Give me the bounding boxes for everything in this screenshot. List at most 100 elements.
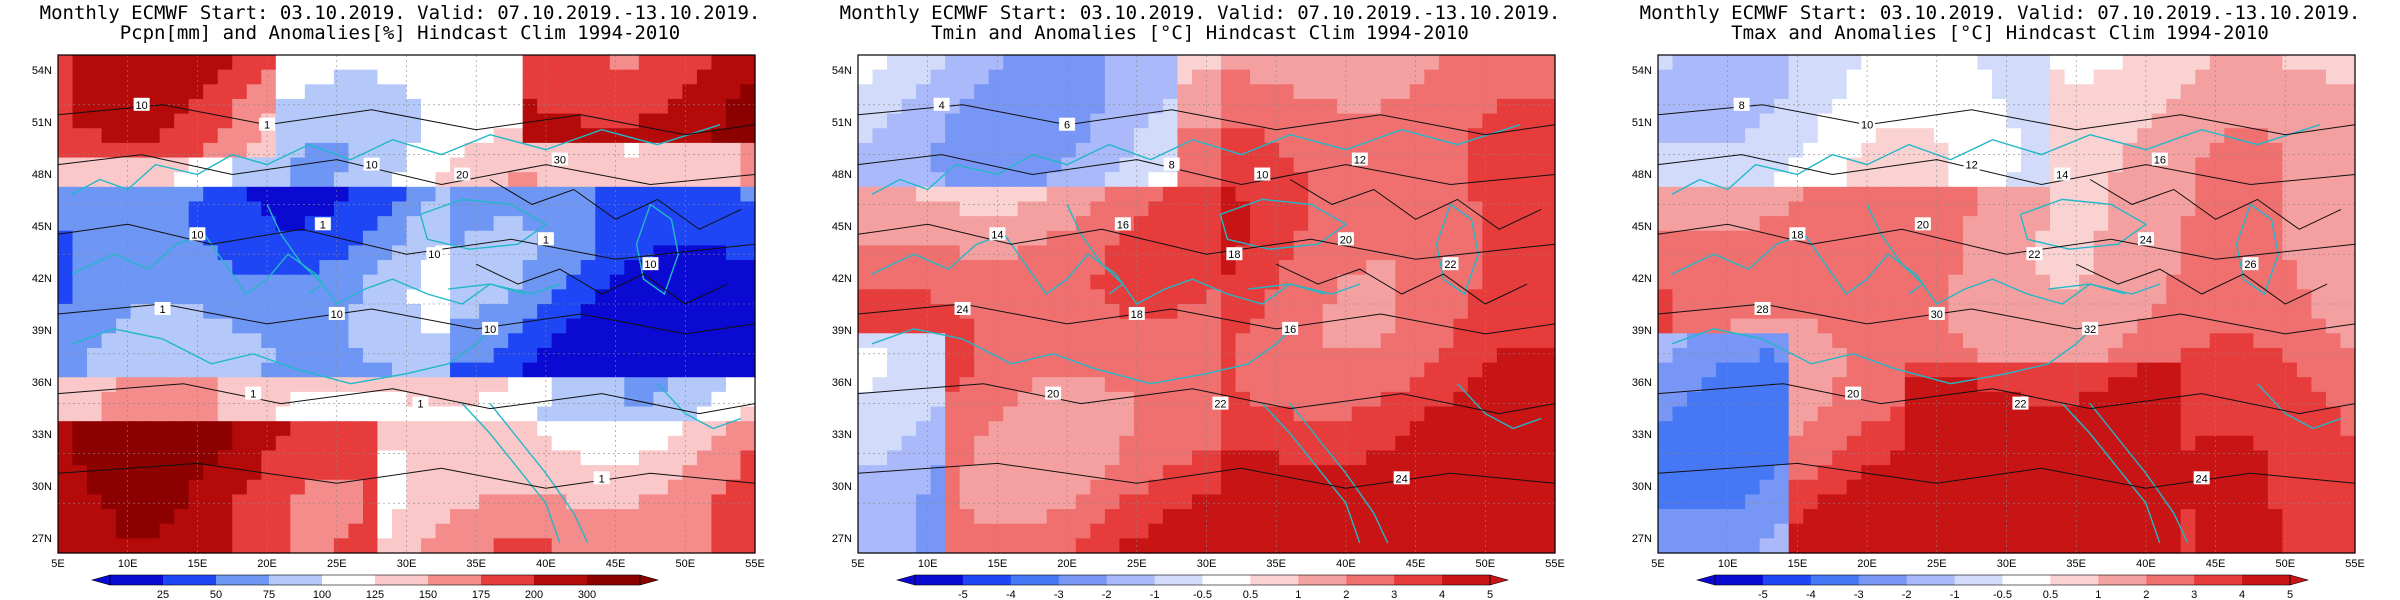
field-cell (421, 55, 437, 71)
field-cell (275, 274, 291, 290)
field-cell (580, 172, 596, 188)
field-cell (508, 157, 524, 173)
field-cell (974, 479, 990, 496)
field-cell (930, 216, 946, 232)
field-cell (1453, 509, 1469, 525)
field-cell (333, 333, 350, 349)
field-cell (1003, 84, 1019, 100)
field-cell (1525, 69, 1542, 85)
field-cell (1832, 479, 1848, 496)
field-cell (2238, 465, 2254, 481)
field-cell (391, 98, 408, 115)
field-cell (537, 260, 553, 276)
field-cell (916, 260, 932, 276)
field-cell (246, 142, 262, 159)
field-cell (887, 142, 903, 159)
field-cell (858, 435, 874, 452)
field-cell (682, 128, 698, 144)
field-cell (1788, 289, 1804, 305)
field-cell (1351, 479, 1367, 496)
longitude-label: 35E (466, 558, 486, 570)
field-cell (638, 362, 654, 378)
field-cell (2267, 347, 2283, 364)
field-cell (2282, 128, 2298, 144)
field-cell (609, 450, 625, 466)
field-cell (377, 421, 393, 437)
field-cell (974, 450, 990, 466)
field-cell (1875, 216, 1891, 232)
field-cell (1235, 523, 1251, 539)
field-cell (1438, 391, 1454, 408)
contour-label-bg (363, 157, 380, 171)
field-cell (1788, 186, 1804, 203)
field-cell (2137, 55, 2153, 71)
field-cell (1380, 450, 1396, 466)
field-cell (1540, 450, 1556, 466)
field-cell (116, 421, 132, 437)
field-cell (1191, 128, 1208, 144)
field-cell (609, 347, 625, 364)
field-cell (174, 494, 190, 510)
field-cell (1104, 362, 1120, 378)
longitude-label: 10E (918, 558, 938, 570)
field-cell (1803, 435, 1819, 452)
field-cell (1061, 509, 1077, 525)
field-cell (1803, 172, 1819, 188)
field-cell (682, 230, 698, 247)
field-cell (1438, 142, 1454, 159)
field-cell (1351, 172, 1367, 188)
field-cell (1482, 318, 1498, 334)
field-cell (1467, 274, 1483, 290)
field-cell (377, 391, 393, 408)
field-cell (1090, 362, 1106, 378)
colorbar-tick-label: 1 (1295, 589, 1301, 600)
field-cell (203, 55, 219, 71)
field-cell (2006, 98, 2022, 115)
field-cell (508, 509, 524, 525)
field-cell (1017, 172, 1033, 188)
field-cell (1395, 333, 1411, 349)
field-cell (101, 113, 117, 129)
field-cell (1409, 479, 1425, 496)
field-cell (2267, 318, 2283, 334)
field-cell (130, 465, 146, 481)
field-cell (1104, 421, 1120, 437)
field-cell (2325, 435, 2342, 452)
field-cell (974, 186, 990, 203)
field-cell (1919, 230, 1935, 247)
field-cell (2267, 201, 2283, 217)
field-cell (1046, 347, 1062, 364)
field-cell (1250, 98, 1266, 115)
field-cell (261, 69, 277, 85)
field-cell (2137, 142, 2153, 159)
field-cell (2035, 157, 2051, 173)
field-cell (1279, 377, 1295, 393)
field-cell (1948, 186, 1964, 203)
field-cell (304, 465, 320, 481)
field-cell (1409, 362, 1425, 378)
field-cell (1177, 377, 1193, 393)
field-cell (232, 172, 248, 188)
field-cell (275, 406, 291, 422)
field-cell (1322, 318, 1338, 334)
field-cell (1716, 289, 1732, 305)
field-cell (872, 318, 888, 334)
field-cell (1322, 479, 1338, 496)
field-cell (1525, 142, 1542, 159)
field-cell (1774, 128, 1790, 144)
field-cell (1046, 69, 1062, 85)
field-cell (261, 494, 277, 510)
field-cell (1511, 494, 1527, 510)
field-cell (2267, 157, 2283, 173)
field-cell (116, 128, 132, 144)
field-cell (2166, 347, 2182, 364)
field-cell (1774, 98, 1790, 115)
field-cell (1191, 523, 1208, 539)
field-cell (959, 523, 975, 539)
field-cell (159, 172, 175, 188)
field-cell (537, 201, 553, 217)
field-cell (1250, 450, 1266, 466)
field-cell (1090, 289, 1106, 305)
field-cell (872, 274, 888, 290)
field-cell (2050, 245, 2066, 261)
